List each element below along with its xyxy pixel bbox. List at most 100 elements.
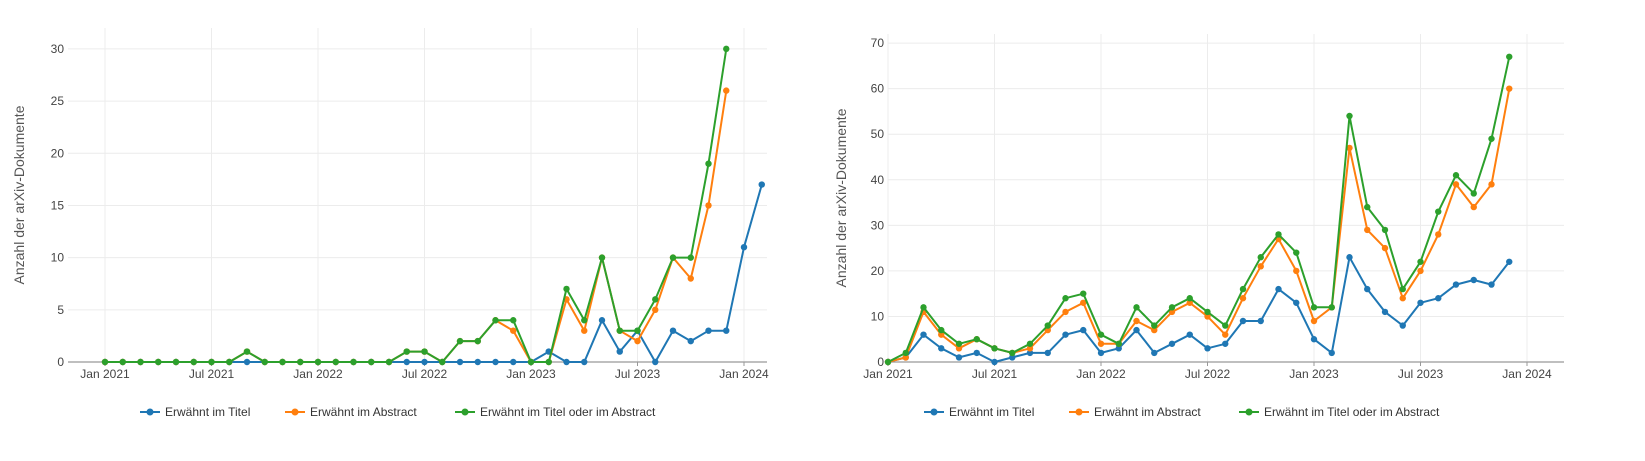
right-series-0-point-4	[955, 354, 963, 361]
right-series-1-point-1	[902, 354, 909, 361]
right-series-0-point-2	[920, 331, 927, 338]
right-legend-item-1[interactable]: Erwähnt im Abstract	[1069, 405, 1201, 419]
right-x-tick-label-2: Jan 2022	[1076, 367, 1126, 381]
left-series-0-point-8	[243, 358, 251, 366]
left-series-0-point-34	[705, 327, 712, 334]
right-series-2-point-11	[1080, 290, 1087, 297]
right-series-0-point-7	[1009, 354, 1016, 361]
left-x-tick-label-6: Jan 2024	[719, 367, 769, 381]
right-series-1-point-12	[1097, 340, 1105, 347]
right-series-0-point-3	[938, 345, 945, 352]
right-series-1-point-33	[1470, 203, 1477, 211]
right-series-2-point-13	[1115, 340, 1122, 347]
right-series-0-point-27	[1364, 285, 1371, 293]
right-series-0-point-21	[1257, 317, 1264, 325]
right-y-tick-label-7: 70	[871, 36, 885, 50]
left-series-1-point-27	[581, 327, 588, 334]
left-series-2-point-1	[119, 358, 126, 366]
left-series-0-point-29	[616, 348, 623, 355]
left-series-0-point-36	[740, 243, 748, 251]
left-legend-item-0[interactable]: Erwähnt im Titel	[140, 405, 250, 419]
left-series-0-point-27	[581, 358, 588, 366]
left-y-tick-label-6: 30	[51, 42, 65, 56]
left-series-2-point-3	[155, 358, 162, 366]
right-series-2-point-25	[1328, 304, 1335, 311]
left-legend-label-1: Erwähnt im Abstract	[310, 405, 417, 419]
right-series-0-point-9	[1044, 349, 1051, 357]
right-series-2-point-14	[1133, 304, 1140, 311]
right-legend-label-0: Erwähnt im Titel	[949, 405, 1034, 419]
right-series-0-point-11	[1080, 326, 1087, 334]
right-series-0-point-10	[1062, 331, 1069, 338]
right-series-0-point-26	[1346, 254, 1353, 261]
left-series-2-point-17	[403, 348, 410, 355]
right-series-1-point-11	[1080, 299, 1087, 306]
left-series-2-point-22	[492, 317, 499, 324]
left-x-tick-label-1: Jul 2021	[189, 367, 235, 381]
right-series-2-point-3	[938, 326, 945, 334]
left-series-1-point-35	[723, 87, 730, 94]
left-series-0-point-18	[421, 358, 428, 366]
left-series-0-point-23	[510, 358, 517, 366]
right-series-0-point-23	[1293, 299, 1300, 306]
right-legend-item-2[interactable]: Erwähnt im Titel oder im Abstract	[1239, 405, 1440, 419]
left-legend-item-1[interactable]: Erwähnt im Abstract	[285, 405, 417, 419]
right-series-0-point-25	[1328, 349, 1335, 357]
right-series-2-point-26	[1346, 112, 1353, 120]
right-series-0-point-12	[1097, 349, 1105, 357]
right-series-1-point-28	[1381, 244, 1389, 252]
left-series-2-point-5	[190, 358, 197, 366]
right-series-1-point-31	[1435, 231, 1442, 238]
right-series-2-point-1	[902, 349, 909, 357]
right-series-0-point-35	[1506, 258, 1513, 265]
left-series-0-point-17	[403, 358, 410, 366]
left-series-2-point-12	[314, 358, 322, 366]
right-series-0-point-31	[1435, 295, 1442, 302]
left-series-2-point-30	[634, 327, 641, 334]
left-series-2-point-4	[172, 358, 180, 366]
right-series-0-point-17	[1186, 331, 1193, 338]
right-series-2-point-20	[1239, 285, 1247, 293]
right-series-2-point-5	[973, 336, 980, 343]
right-series-2-point-23	[1293, 249, 1300, 256]
left-y-axis-title: Anzahl der arXiv-Dokumente	[11, 105, 27, 284]
left-series-line-0	[105, 184, 763, 363]
left-series-2-point-31	[652, 296, 659, 303]
left-series-0-point-37	[758, 181, 765, 188]
right-series-0-point-33	[1470, 276, 1477, 284]
left-series-2-point-23	[510, 317, 517, 324]
left-series-2-point-19	[439, 358, 446, 366]
right-series-0-point-29	[1399, 322, 1406, 329]
right-series-2-point-8	[1026, 340, 1034, 347]
right-series-0-point-28	[1381, 308, 1389, 316]
right-legend-item-0[interactable]: Erwähnt im Titel	[924, 405, 1034, 419]
right-series-1-point-26	[1346, 144, 1353, 152]
left-series-2-point-35	[723, 45, 730, 53]
right-series-0-point-6	[991, 358, 998, 366]
right-series-2-point-29	[1399, 285, 1406, 293]
right-series-2-point-21	[1257, 254, 1264, 261]
left-x-tick-label-3: Jul 2022	[402, 367, 448, 381]
left-series-0-point-28	[598, 317, 606, 324]
right-series-2-point-24	[1310, 304, 1318, 311]
right-series-2-point-22	[1275, 231, 1282, 238]
right-series-2-point-31	[1435, 208, 1442, 215]
right-series-2-point-6	[991, 345, 998, 352]
right-series-2-point-17	[1186, 295, 1193, 302]
right-series-2-point-34	[1488, 135, 1495, 142]
right-series-1-point-27	[1364, 226, 1371, 234]
right-y-tick-label-4: 40	[871, 173, 885, 187]
left-x-tick-label-5: Jul 2023	[615, 367, 661, 381]
left-legend-item-2[interactable]: Erwähnt im Titel oder im Abstract	[455, 405, 656, 419]
left-series-2-point-10	[279, 358, 286, 366]
right-series-2-point-9	[1044, 322, 1051, 329]
left-series-2-point-8	[243, 348, 251, 355]
right-series-1-point-24	[1310, 317, 1318, 325]
right-series-2-point-2	[920, 304, 927, 311]
right-y-tick-label-2: 20	[871, 264, 885, 278]
right-series-0-point-24	[1310, 336, 1318, 343]
left-series-2-point-33	[687, 254, 694, 261]
right-series-1-point-23	[1293, 267, 1300, 275]
right-series-1-point-14	[1133, 317, 1140, 325]
right-series-2-point-28	[1381, 226, 1389, 234]
